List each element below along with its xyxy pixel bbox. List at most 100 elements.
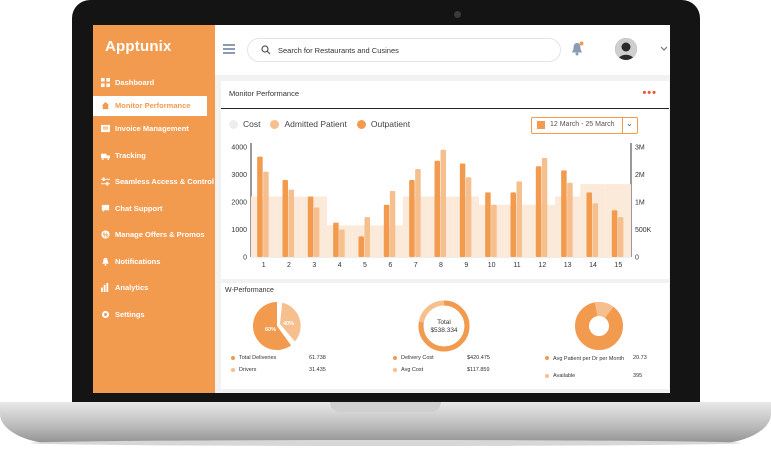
sidebar-item-settings[interactable]: Settings: [93, 301, 215, 328]
pie-slice-deliveries: [252, 301, 292, 350]
x-tick-label: 5: [363, 262, 367, 269]
bar-outpatient: [383, 204, 390, 257]
svg-text:%: %: [103, 232, 109, 239]
top-bar: Search for Restaurants and Cusines: [215, 25, 670, 75]
bar-outpatient: [485, 192, 491, 257]
sidebar-item-seamless-access[interactable]: Seamless Access & Control: [93, 169, 215, 196]
home-icon: [101, 101, 110, 110]
calendar-icon: [537, 121, 545, 129]
grid-icon: [101, 77, 110, 87]
sidebar-item-chat-support[interactable]: Chat Support: [93, 195, 215, 222]
bar-admitted-patient: [617, 217, 624, 257]
bar-admitted-patient: [592, 203, 598, 257]
bar-outpatient: [586, 192, 592, 257]
sidebar-item-analytics[interactable]: Analytics: [93, 275, 215, 302]
sidebar-item-dashboard[interactable]: Dashboard: [93, 69, 215, 96]
hamburger-menu-icon[interactable]: [223, 44, 235, 56]
search-icon: [261, 45, 271, 55]
sidebar: Apptunix Dashboard Monitor Performance I…: [93, 25, 215, 393]
sidebar-item-label: Notifications: [115, 256, 161, 266]
bar-admitted-patient: [567, 182, 573, 257]
gear-icon: [101, 310, 110, 318]
y2-tick-label: 2M: [635, 172, 645, 179]
bar-outpatient: [611, 210, 618, 257]
stat-available: Available 395: [545, 373, 651, 379]
monitor-performance-card: Monitor Performance ••• Cost Admitted Pa…: [221, 81, 669, 279]
deliveries-pie-chart: 60% 40%: [252, 301, 301, 350]
bar-admitted-patient: [288, 189, 294, 257]
bar-outpatient: [282, 180, 288, 257]
chevron-down-icon[interactable]: [660, 46, 668, 52]
bar-outpatient: [535, 166, 542, 257]
bar-admitted-patient: [440, 149, 446, 257]
x-tick-label: 12: [538, 262, 546, 269]
screen: Apptunix Dashboard Monitor Performance I…: [93, 25, 670, 393]
pie-label-left: 60%: [265, 327, 276, 333]
y-tick-label: 2000: [231, 200, 247, 207]
avatar[interactable]: [615, 38, 637, 60]
chart-legend: Cost Admitted Patient Outpatient: [229, 119, 420, 129]
bar-outpatient: [510, 192, 516, 257]
divider: [221, 108, 669, 109]
sidebar-item-label: Monitor Performance: [115, 101, 191, 110]
legend-cost[interactable]: Cost: [229, 119, 260, 129]
more-options-icon[interactable]: •••: [642, 87, 657, 99]
bar-outpatient: [307, 196, 314, 257]
x-tick-label: 1: [262, 262, 266, 269]
pie-label-right: 40%: [283, 321, 294, 327]
sidebar-item-tracking[interactable]: Tracking: [93, 142, 215, 169]
y2-tick-label: 0: [635, 255, 639, 262]
avg-patient-donut-chart: [575, 302, 623, 350]
bar-outpatient: [561, 170, 567, 257]
bar-chart-icon: [101, 283, 109, 293]
stat-total-deliveries: Total Deliveries 61.738: [231, 355, 331, 361]
sidebar-item-label: Tracking: [115, 150, 146, 160]
donut-center-value: $538.334: [430, 327, 457, 334]
sidebar-item-label: Analytics: [115, 283, 149, 293]
tracking-icon: [101, 153, 110, 160]
x-tick-label: 14: [589, 262, 597, 269]
bar-outpatient: [434, 160, 440, 257]
sidebar-item-notifications[interactable]: Notifications: [93, 248, 215, 275]
stat-avg-cost: Avg Cost $117.859: [393, 367, 493, 373]
y-tick-label: 3000: [231, 172, 247, 179]
card-title: Monitor Performance: [229, 89, 300, 98]
laptop-shadow: [30, 440, 741, 446]
bar-admitted-patient: [541, 158, 548, 257]
pie-slice-drivers: [280, 302, 301, 342]
x-tick-label: 9: [464, 262, 468, 269]
offer-icon: %: [101, 230, 110, 239]
x-tick-label: 13: [564, 262, 572, 269]
stat-avg-patient: Avg Patient per Dr per Month 20.73: [545, 355, 651, 363]
search-placeholder: Search for Restaurants and Cusines: [278, 46, 399, 55]
bar-admitted-patient: [339, 229, 345, 257]
sidebar-item-monitor-performance[interactable]: Monitor Performance: [93, 95, 207, 116]
sidebar-item-invoice-management[interactable]: Invoice Management: [93, 116, 215, 143]
bar-admitted-patient: [465, 177, 472, 257]
bar-admitted-patient: [313, 207, 320, 257]
sidebar-item-label: Settings: [115, 309, 145, 319]
y2-tick-label: 3M: [635, 145, 645, 152]
w-performance-card: W-Performance 60% 40% Total Deliveries 61…: [221, 283, 669, 389]
chevron-down-icon[interactable]: ⌄: [626, 119, 633, 128]
brand-logo[interactable]: Apptunix: [105, 38, 172, 55]
x-tick-label: 11: [513, 262, 520, 269]
search-input[interactable]: Search for Restaurants and Cusines: [247, 38, 561, 62]
x-tick-label: 7: [414, 262, 418, 269]
bar-outpatient: [409, 180, 415, 257]
legend-outpatient[interactable]: Outpatient: [356, 119, 410, 129]
camera-icon: [454, 11, 461, 18]
date-range-picker[interactable]: 12 March - 25 March ⌄: [531, 117, 638, 134]
notification-bell-icon[interactable]: [570, 41, 584, 57]
x-tick-label: 15: [614, 262, 622, 269]
legend-admitted-patient[interactable]: Admitted Patient: [270, 119, 347, 129]
total-cost-donut-chart: Total $538.334: [418, 300, 470, 352]
y-tick-label: 0: [243, 255, 247, 262]
laptop-notch: [330, 402, 441, 412]
donut-center-label: Total: [437, 319, 451, 326]
sidebar-item-label: Manage Offers & Promos: [115, 230, 205, 240]
sidebar-item-manage-offers[interactable]: % Manage Offers & Promos: [93, 222, 215, 249]
bar-outpatient: [459, 163, 466, 257]
sidebar-item-label: Chat Support: [115, 203, 163, 213]
invoice-icon: [101, 125, 110, 133]
